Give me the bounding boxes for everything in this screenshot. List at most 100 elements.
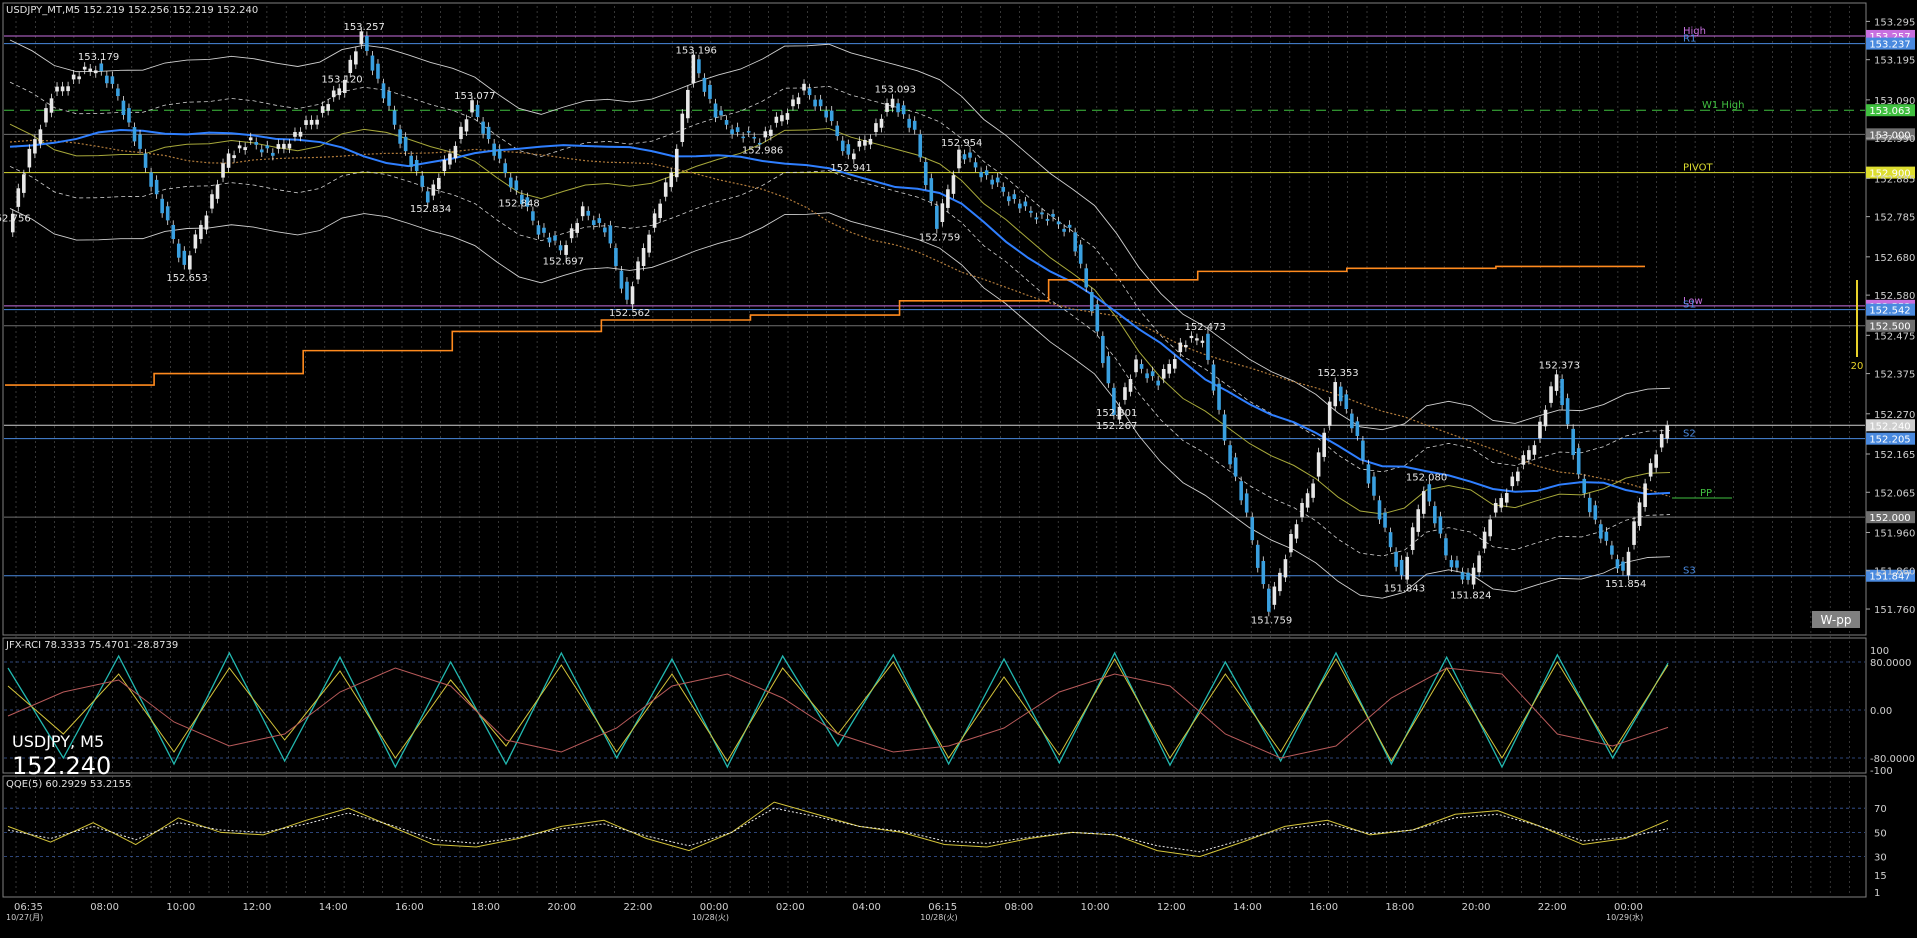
wpp-button-bg[interactable] [1812, 611, 1860, 628]
y-tick-label: 152.580 [1874, 291, 1915, 302]
candle-body [735, 127, 740, 133]
candle-body [453, 145, 458, 159]
candle-body [525, 197, 530, 207]
candle-body [1499, 498, 1504, 508]
ma-olive [9, 123, 1671, 515]
level-name: PIVOT [1683, 163, 1714, 174]
candle-body [923, 161, 928, 186]
y-tick-label: 151.960 [1874, 528, 1915, 539]
candle-body [730, 129, 734, 135]
candle-body [16, 188, 21, 207]
candle-body [669, 172, 674, 187]
y-tick-label: 152.165 [1874, 450, 1915, 461]
candle-body [1438, 516, 1443, 534]
candle-body [1294, 524, 1299, 539]
candle-body [1615, 559, 1620, 569]
candle-body [652, 213, 657, 228]
candle-body [88, 68, 93, 72]
price-tag: 152.542 [1869, 306, 1910, 317]
candle-body [1394, 551, 1398, 567]
candle-body [1040, 212, 1044, 215]
candle-body [381, 83, 386, 99]
swing-label: 152.697 [543, 256, 584, 267]
price-tag-bg [1866, 569, 1915, 582]
candle-body [586, 210, 591, 216]
x-tick-sublabel: 10/28(火) [692, 913, 729, 922]
candle-body [1416, 509, 1421, 532]
candle-body [946, 189, 950, 208]
candle-body [243, 147, 247, 151]
candle-body [1311, 483, 1315, 498]
price-tag: 152.500 [1869, 322, 1910, 333]
candle-body [60, 86, 65, 92]
candle-body [1128, 379, 1133, 392]
y-tick-label: 152.990 [1874, 134, 1915, 145]
candle-body [448, 153, 452, 165]
candle-body [320, 106, 325, 113]
x-tick-label: 06:15 [928, 902, 957, 913]
price-tag: 153.000 [1869, 130, 1910, 141]
candle-body [99, 63, 104, 72]
candle-body [1455, 560, 1459, 568]
candle-body [1344, 394, 1349, 410]
rci-tick-label: -100 [1870, 766, 1893, 777]
price-big-label: 152.240 [12, 752, 111, 780]
candle-body [1405, 556, 1409, 580]
y-tick-label: 152.065 [1874, 488, 1915, 499]
candle-body [520, 194, 524, 205]
candle-body [835, 125, 840, 137]
candle-body [591, 220, 596, 226]
candle-body [237, 145, 242, 149]
wpp-button[interactable]: W-pp [1821, 613, 1852, 627]
x-tick-label: 02:00 [776, 902, 805, 913]
rci-series-line [7, 667, 1669, 759]
candle-body [1333, 382, 1338, 407]
x-tick-label: 20:00 [547, 902, 576, 913]
price-tag-bg [1866, 166, 1915, 179]
candle-body [1056, 221, 1061, 225]
candle-body [968, 152, 972, 158]
candle-body [636, 261, 640, 280]
candle-body [829, 110, 834, 122]
x-tick-label: 08:00 [1004, 902, 1033, 913]
candle-body [1239, 481, 1243, 501]
candle-body [464, 119, 469, 132]
candle-body [309, 119, 314, 125]
candle-body [1626, 551, 1631, 576]
price-tag: 152.240 [1869, 421, 1910, 432]
x-tick-label: 14:00 [319, 902, 348, 913]
x-tick-label: 00:00 [700, 902, 729, 913]
candle-body [741, 136, 745, 139]
candle-body [1067, 224, 1072, 228]
candle-body [1156, 380, 1160, 386]
candle-body [370, 55, 375, 71]
candle-body [1089, 292, 1094, 312]
candle-body [1637, 502, 1642, 526]
candle-body [575, 223, 579, 233]
candle-body [420, 175, 425, 187]
x-tick-label: 18:00 [1385, 902, 1414, 913]
rci-tick-label: 80.0000 [1870, 658, 1911, 669]
price-tag-bg [1866, 104, 1915, 117]
candle-body [403, 136, 408, 152]
candle-body [1582, 478, 1587, 494]
candle-body [1659, 434, 1664, 448]
candle-body [603, 227, 607, 233]
swing-label: 152.473 [1185, 322, 1226, 333]
main-panel-frame [2, 2, 1867, 636]
swing-label: 152.986 [742, 146, 783, 157]
candle-body [1510, 476, 1515, 487]
candle-body [1482, 531, 1487, 549]
candle-body [1521, 455, 1526, 465]
candle-body [1327, 401, 1332, 426]
swing-label: 152.353 [1317, 368, 1358, 379]
candle-body [663, 182, 668, 197]
candle-body [1410, 527, 1415, 550]
candle-body [896, 103, 900, 113]
swing-label: 152.653 [166, 273, 207, 284]
candle-body [298, 131, 303, 137]
qqe-tick-label: 1 [1874, 888, 1880, 899]
candle-body [293, 132, 297, 137]
candle-body [481, 121, 485, 134]
candle-body [1012, 194, 1017, 200]
